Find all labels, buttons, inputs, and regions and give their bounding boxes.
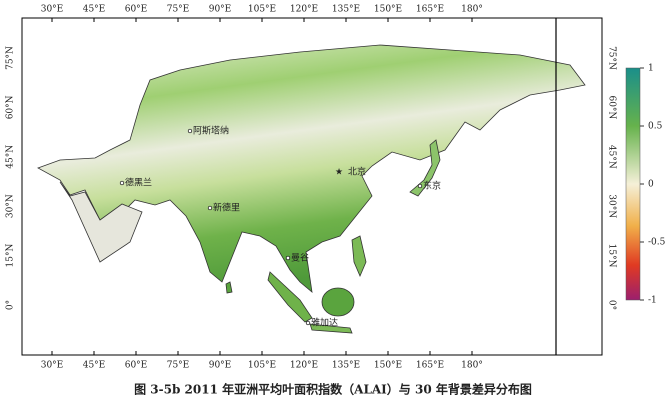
lat-label: 45°N [607,145,617,169]
lat-label: 75°N [607,46,617,70]
lon-label: 165°E [416,5,444,15]
lat-label: 0° [6,300,16,310]
city-dot [187,128,193,134]
lat-label: 0° [607,300,617,310]
city-label: 阿斯塔纳 [193,125,229,137]
city-label: 德黑兰 [125,177,152,189]
lon-label: 135°E [332,361,360,371]
lat-label: 30°N [607,194,617,218]
lon-label: 150°E [374,5,402,15]
city-label: 曼谷 [291,253,309,264]
philippines [351,235,367,278]
lon-label: 120°E [290,361,318,371]
sumatra [267,271,313,323]
land [37,44,586,334]
lon-label: 45°E [83,361,106,371]
sri-lanka [225,281,233,294]
city-dot [285,255,291,261]
lon-label: 135°E [332,5,360,15]
lon-label: 105°E [248,361,276,371]
lon-label: 165°E [416,361,444,371]
city-label: 北京 [348,166,366,178]
java [309,323,353,334]
japan [409,139,441,197]
lon-label: 150°E [374,361,402,371]
colorbar-label: -0.5 [648,238,666,248]
lon-label: 180° [461,361,483,371]
lon-label: 90°E [209,5,232,15]
colorbar-label: 0 [648,180,654,190]
caption: 图 3-5b 2011 年亚洲平均叶面积指数（ALAI）与 30 年背景差异分布… [134,382,532,397]
lat-label: 45°N [6,145,16,169]
lat-label: 15°N [607,244,617,268]
colorbar [625,67,641,301]
capital-star: ★ [335,168,343,178]
colorbar-label: 1 [648,64,654,74]
lon-label: 30°E [41,361,64,371]
lon-label: 60°E [125,361,148,371]
asia-mainland [37,44,586,293]
city-label: 雅加达 [311,317,338,329]
city-label: 新德里 [213,202,240,214]
lon-label: 60°E [125,5,148,15]
lat-label: 75°N [6,46,16,70]
colorbar-label: 0.5 [648,122,663,132]
lon-label: 75°E [167,5,190,15]
city-dot [305,320,311,326]
lon-label: 90°E [209,361,232,371]
lat-label: 60°N [607,95,617,119]
lon-label: 45°E [83,5,106,15]
lat-label: 30°N [6,194,16,218]
borneo [321,287,355,317]
city-label: 东京 [423,180,441,192]
lon-label: 30°E [41,5,64,15]
arabia [59,181,143,263]
lat-label: 60°N [6,95,16,119]
lon-label: 105°E [248,5,276,15]
lon-label: 180° [461,5,483,15]
lon-label: 120°E [290,5,318,15]
city-dot [207,205,213,211]
colorbar-label: -1 [648,296,657,306]
city-dot [417,183,423,189]
lat-label: 15°N [6,244,16,268]
lon-label: 75°E [167,361,190,371]
city-dot [119,180,125,186]
